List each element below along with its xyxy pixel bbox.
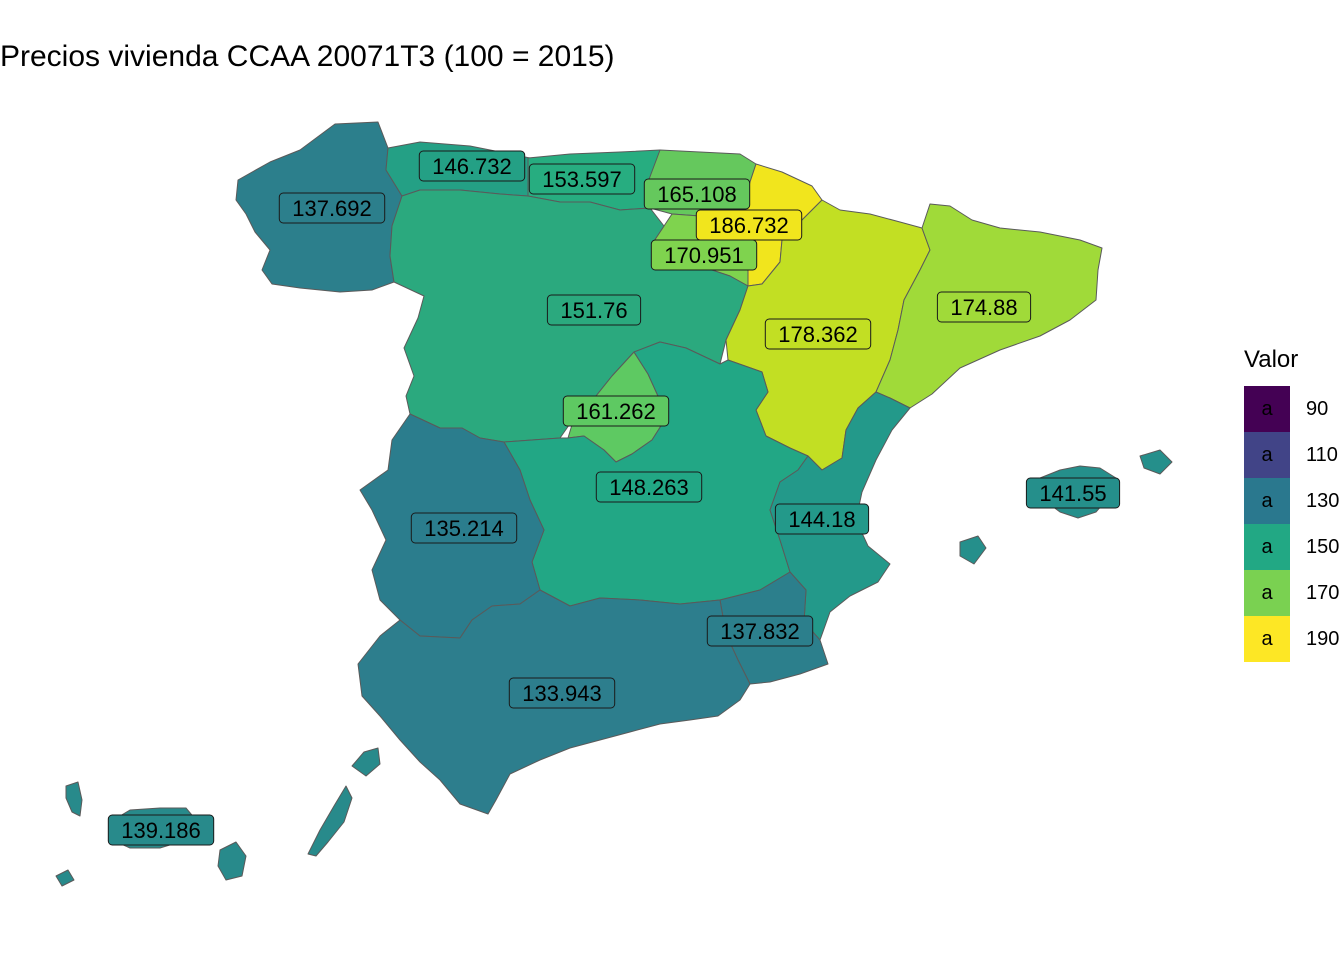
value-label-andalucia: 133.943 <box>508 677 616 709</box>
legend-key: a 130 <box>1244 478 1339 524</box>
value-label-canarias: 139.186 <box>107 814 215 846</box>
value-label-castilla-leon: 151.76 <box>546 294 642 326</box>
value-label-box <box>936 291 1032 323</box>
value-label-box <box>764 318 872 350</box>
value-label-baleares: 141.55 <box>1025 477 1121 509</box>
legend: Valor a 90 a 110 a 130 a 150 a 170 a 190 <box>1244 346 1339 662</box>
region-canarias <box>55 747 381 887</box>
legend-swatch: a <box>1244 570 1290 616</box>
value-label-box <box>1025 477 1121 509</box>
value-label-text: 141.55 <box>1039 481 1106 506</box>
value-label-aragon: 178.362 <box>764 318 872 350</box>
value-label-box <box>643 178 751 210</box>
legend-key-label: 150 <box>1306 535 1340 558</box>
value-label-box <box>508 677 616 709</box>
legend-key-label: 130 <box>1306 489 1340 512</box>
legend-swatch: a <box>1244 478 1290 524</box>
value-label-text: 153.597 <box>542 167 622 192</box>
value-label-pais-vasco: 165.108 <box>643 178 751 210</box>
legend-keys: a 90 a 110 a 130 a 150 a 170 a 190 <box>1244 386 1339 662</box>
value-label-text: 135.214 <box>424 516 504 541</box>
legend-key: a 170 <box>1244 570 1339 616</box>
value-label-box <box>278 192 386 224</box>
value-label-asturias: 146.732 <box>418 150 526 182</box>
value-label-galicia: 137.692 <box>278 192 386 224</box>
value-label-text: 186.732 <box>709 213 789 238</box>
value-label-text: 139.186 <box>121 818 201 843</box>
legend-key-label: 90 <box>1306 397 1329 420</box>
legend-swatch: a <box>1244 386 1290 432</box>
value-label-text: 137.832 <box>720 619 800 644</box>
value-label-cantabria: 153.597 <box>528 163 636 195</box>
value-label-box <box>418 150 526 182</box>
legend-title: Valor <box>1244 346 1299 373</box>
value-label-box <box>774 503 870 535</box>
value-label-navarra: 186.732 <box>695 209 803 241</box>
legend-swatch: a <box>1244 432 1290 478</box>
value-label-text: 146.732 <box>432 154 512 179</box>
value-label-text: 165.108 <box>657 182 737 207</box>
legend-key: a 110 <box>1244 432 1339 478</box>
value-label-box <box>650 239 758 271</box>
legend-key: a 150 <box>1244 524 1339 570</box>
legend-key-label: 110 <box>1306 443 1338 466</box>
value-label-castilla-la-mancha: 148.263 <box>595 471 703 503</box>
value-label-text: 144.18 <box>788 507 855 532</box>
legend-key-label: 190 <box>1306 627 1340 650</box>
value-label-box <box>595 471 703 503</box>
value-label-box <box>546 294 642 326</box>
value-label-text: 161.262 <box>576 399 656 424</box>
legend-key-label: 170 <box>1306 581 1340 604</box>
chart-title: Precios vivienda CCAA 20071T3 (100 = 201… <box>0 40 615 73</box>
value-label-text: 151.76 <box>560 298 627 323</box>
value-label-text: 178.362 <box>778 322 858 347</box>
legend-key: a 190 <box>1244 616 1339 662</box>
value-label-text: 148.263 <box>609 475 689 500</box>
value-label-box <box>528 163 636 195</box>
value-label-madrid: 161.262 <box>562 395 670 427</box>
value-label-box <box>107 814 215 846</box>
value-label-text: 170.951 <box>664 243 744 268</box>
value-label-extremadura: 135.214 <box>410 512 518 544</box>
legend-swatch: a <box>1244 616 1290 662</box>
value-label-text: 137.692 <box>292 196 372 221</box>
value-label-cataluna: 174.88 <box>936 291 1032 323</box>
value-label-text: 133.943 <box>522 681 602 706</box>
value-label-la-rioja: 170.951 <box>650 239 758 271</box>
value-label-murcia: 137.832 <box>706 615 814 647</box>
value-label-box <box>706 615 814 647</box>
legend-key: a 90 <box>1244 386 1339 432</box>
value-label-valencia: 144.18 <box>774 503 870 535</box>
value-label-text: 174.88 <box>950 295 1017 320</box>
value-label-box <box>562 395 670 427</box>
value-label-box <box>410 512 518 544</box>
legend-swatch: a <box>1244 524 1290 570</box>
